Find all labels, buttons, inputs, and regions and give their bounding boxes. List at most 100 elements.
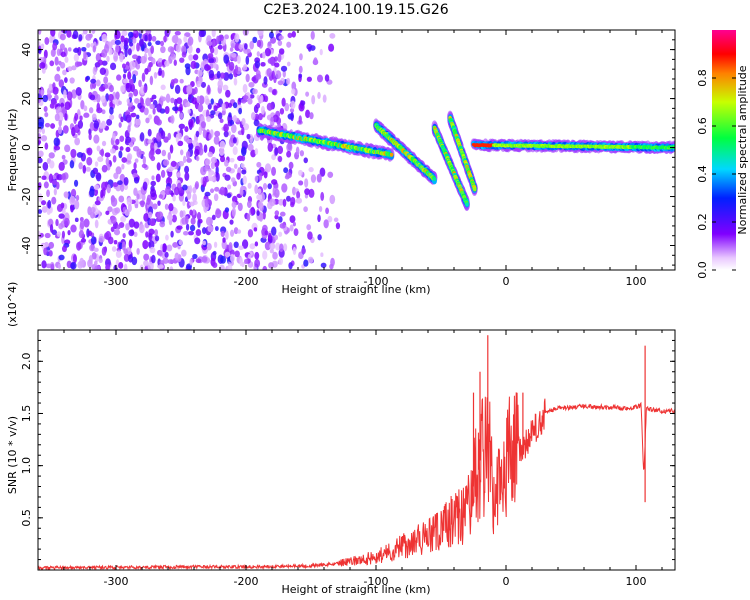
heatmap-cell [231, 177, 236, 183]
heatmap-cell [179, 149, 184, 156]
heatmap-cell [219, 186, 226, 196]
spectrogram-x-label: Height of straight line (km) [281, 283, 430, 296]
heatmap-cell [139, 132, 145, 142]
heatmap-cell [170, 230, 174, 238]
heatmap-cell [307, 231, 313, 240]
heatmap-cell [150, 188, 157, 198]
heatmap-cell [121, 157, 128, 163]
heatmap-cell [271, 89, 277, 95]
heatmap-cell [43, 106, 48, 113]
colorbar-tick-label: 0.4 [696, 165, 709, 183]
heatmap-cell [93, 184, 100, 191]
heatmap-cell [224, 251, 231, 258]
heatmap-cell [291, 31, 296, 38]
heatmap-cell [290, 111, 294, 122]
heatmap-cell [133, 88, 139, 97]
heatmap-cell [229, 219, 234, 225]
heatmap-cell [264, 163, 272, 173]
heatmap-cell [70, 262, 77, 270]
heatmap-cell [171, 214, 177, 223]
heatmap-cell [83, 49, 87, 60]
heatmap-cell [100, 95, 106, 104]
heatmap-cell [206, 35, 212, 43]
heatmap-cell [269, 248, 274, 254]
heatmap-cell [225, 230, 229, 240]
heatmap-cell [64, 56, 69, 63]
heatmap-cell [88, 255, 93, 265]
heatmap-cell [278, 48, 285, 55]
heatmap-cell [63, 191, 69, 198]
heatmap-cell [287, 32, 293, 39]
heatmap-cell [389, 152, 394, 157]
heatmap-cell [241, 117, 246, 126]
heatmap-cell [274, 188, 280, 198]
heatmap-cell [101, 140, 107, 147]
heatmap-cell [149, 246, 156, 254]
heatmap-cell [76, 151, 84, 158]
heatmap-cell [90, 78, 97, 84]
heatmap-cell [295, 146, 300, 156]
heatmap-cell [83, 112, 90, 118]
heatmap-cell [58, 79, 65, 88]
heatmap-cell [138, 30, 144, 34]
heatmap-cell [38, 116, 45, 127]
heatmap-cell [325, 207, 330, 215]
heatmap-cell [335, 222, 341, 230]
heatmap-cell [262, 51, 266, 59]
heatmap-cell [178, 239, 183, 246]
heatmap-cell [38, 48, 42, 54]
heatmap-cell [187, 109, 191, 114]
heatmap-cell [110, 216, 117, 224]
heatmap-cell [81, 46, 87, 52]
heatmap-cell [281, 97, 286, 107]
heatmap-cell [101, 48, 108, 58]
heatmap-cell [175, 133, 180, 143]
heatmap-cell [115, 250, 122, 259]
heatmap-cell [200, 81, 207, 88]
heatmap-cell [206, 40, 213, 47]
heatmap-cell [267, 142, 274, 152]
heatmap-cell [56, 204, 64, 213]
heatmap-cell [257, 30, 264, 37]
heatmap-cell [73, 53, 80, 62]
heatmap-cell [96, 145, 101, 152]
heatmap-cell [53, 188, 57, 196]
heatmap-cell [240, 163, 245, 169]
heatmap-cell [186, 138, 193, 144]
heatmap-cell [52, 42, 58, 51]
heatmap-cell [165, 186, 171, 196]
heatmap-cell [252, 88, 258, 95]
heatmap-cell [232, 146, 238, 156]
heatmap-cell [75, 86, 82, 96]
heatmap-cell [217, 79, 224, 89]
heatmap-cell [280, 65, 288, 72]
heatmap-cell [66, 91, 73, 101]
colorbar-ticks: 0.00.20.40.60.8 [696, 69, 736, 279]
heatmap-cell [318, 205, 323, 212]
heatmap-cell [177, 38, 182, 45]
heatmap-cell [92, 81, 97, 89]
heatmap-cell [222, 237, 226, 243]
heatmap-cell [263, 76, 268, 85]
heatmap-cell [219, 140, 226, 150]
heatmap-cell [58, 254, 65, 261]
heatmap-cell [86, 147, 93, 156]
heatmap-cell [167, 132, 172, 141]
heatmap-cell [243, 123, 250, 131]
heatmap-cell [182, 155, 187, 164]
heatmap-cell [72, 254, 77, 264]
heatmap-cell [103, 76, 109, 84]
heatmap-cell [215, 172, 220, 182]
heatmap-cell [210, 46, 215, 54]
heatmap-cell [231, 207, 236, 217]
heatmap-cell [176, 225, 183, 230]
heatmap-cell [211, 39, 216, 48]
heatmap-cell [49, 60, 55, 67]
heatmap-cell [86, 156, 93, 166]
heatmap-cell [252, 36, 258, 44]
heatmap-cell [145, 231, 149, 238]
heatmap-cell [130, 78, 134, 86]
heatmap-cell [140, 97, 144, 106]
heatmap-cell [212, 62, 218, 69]
